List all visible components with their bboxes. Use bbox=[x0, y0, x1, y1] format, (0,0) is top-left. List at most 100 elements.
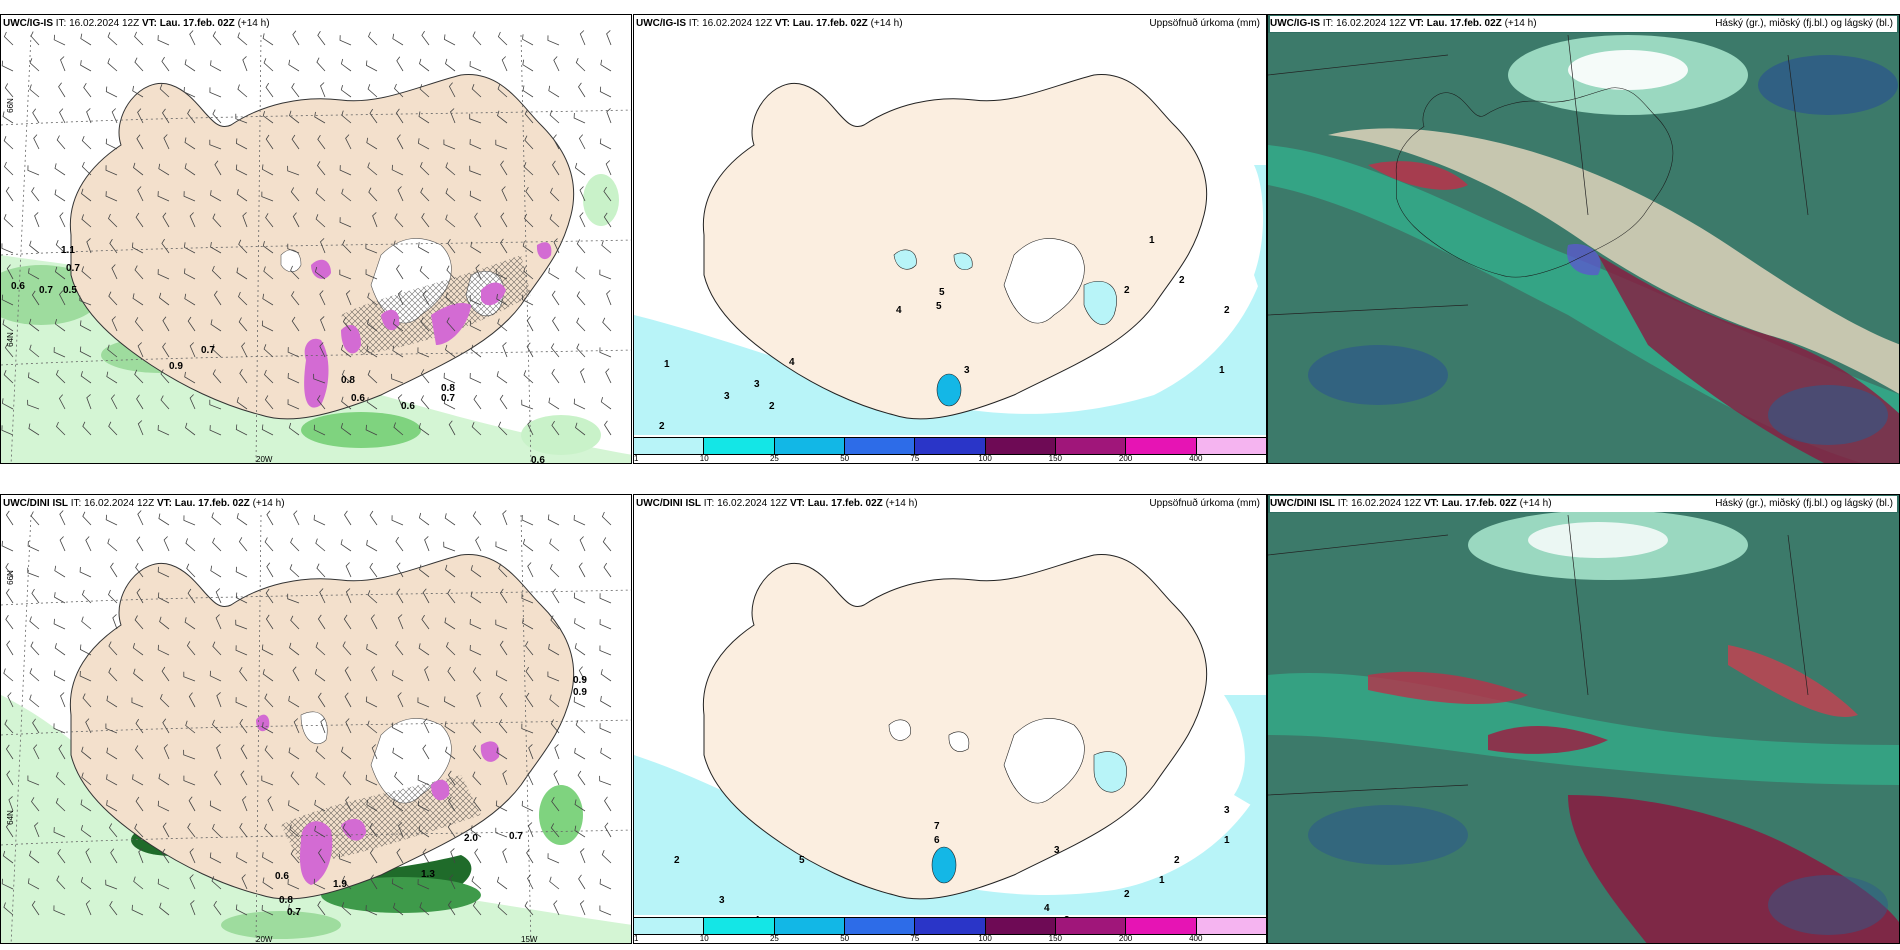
scale-threshold-label: 1 bbox=[634, 934, 639, 943]
wind-barb bbox=[138, 848, 144, 864]
wind-barb bbox=[157, 424, 170, 436]
map-value-label: 0.9 bbox=[573, 687, 587, 698]
wind-barb bbox=[420, 369, 430, 384]
wind-barb bbox=[396, 134, 404, 150]
wind-barb bbox=[421, 614, 430, 630]
wind-barb bbox=[527, 562, 534, 578]
wind-barb bbox=[106, 747, 118, 760]
wind-barb bbox=[134, 317, 144, 332]
wind-barb bbox=[550, 823, 560, 838]
wind-barb bbox=[417, 697, 430, 708]
wind-barb bbox=[313, 514, 326, 526]
wind-barb bbox=[189, 394, 196, 410]
wind-barb bbox=[579, 536, 586, 552]
wind-barb bbox=[417, 879, 430, 890]
scale-color-swatch bbox=[1055, 918, 1127, 934]
wind-barb bbox=[215, 588, 222, 604]
cloud-map-panel-top: UWC/IG-IS IT: 16.02.2024 12Z VT: Lau. 17… bbox=[1267, 14, 1900, 464]
scale-threshold-label: 150 bbox=[1048, 934, 1063, 943]
wind-barb bbox=[85, 718, 92, 734]
wind-barb bbox=[184, 137, 196, 150]
wind-barb bbox=[261, 424, 274, 436]
wind-barb bbox=[341, 396, 352, 410]
wind-barb bbox=[106, 800, 118, 812]
wind-barb bbox=[419, 161, 430, 176]
wind-barb bbox=[391, 722, 404, 734]
wind-barb bbox=[105, 165, 118, 176]
wind-barb bbox=[288, 747, 300, 760]
wind-barb bbox=[5, 186, 14, 202]
wind-barb bbox=[367, 590, 378, 604]
wind-barb bbox=[500, 212, 508, 228]
wind-barb bbox=[7, 692, 14, 708]
wind-barb bbox=[133, 162, 144, 176]
wind-barb bbox=[576, 317, 586, 332]
wind-barb bbox=[342, 239, 352, 254]
wind-barb bbox=[137, 186, 144, 202]
wind-barb bbox=[371, 744, 378, 760]
wind-barb bbox=[161, 666, 170, 682]
wind-barb bbox=[4, 719, 14, 734]
wind-barb bbox=[163, 744, 170, 760]
wind-barb bbox=[80, 33, 92, 46]
wind-barb bbox=[107, 58, 118, 72]
scale-color-swatch bbox=[915, 918, 986, 934]
wind-barb bbox=[3, 214, 14, 228]
wind-barb bbox=[131, 697, 144, 708]
wind-barb bbox=[60, 692, 66, 708]
wind-barb bbox=[392, 799, 404, 812]
wind-barb bbox=[501, 186, 508, 202]
wind-barb bbox=[238, 239, 248, 254]
wind-barb bbox=[290, 187, 300, 202]
wind-barb bbox=[369, 822, 378, 838]
wind-barb bbox=[183, 515, 196, 526]
wind-barb bbox=[54, 318, 66, 332]
wind-barb bbox=[600, 747, 612, 760]
wind-barb bbox=[579, 212, 586, 228]
wind-barb bbox=[472, 511, 482, 526]
wind-barb bbox=[264, 745, 274, 760]
wind-barb bbox=[551, 420, 560, 436]
wind-barb bbox=[574, 747, 586, 760]
lon-label: 15W bbox=[521, 935, 538, 944]
scale-color-swatch bbox=[1055, 438, 1127, 454]
panel-header: UWC/IG-IS IT: 16.02.2024 12Z VT: Lau. 17… bbox=[636, 16, 1264, 32]
wind-barb bbox=[547, 671, 560, 682]
wind-barb bbox=[54, 189, 66, 202]
wind-barb bbox=[397, 290, 404, 306]
wind-barb bbox=[55, 239, 66, 254]
wind-barb bbox=[398, 822, 404, 838]
map-value-label: 0.9 bbox=[169, 361, 183, 372]
wind-barb bbox=[526, 848, 534, 864]
wind-barb bbox=[314, 111, 326, 124]
wind-barb bbox=[212, 31, 222, 46]
wind-barb bbox=[34, 212, 40, 228]
map-value-label: 0.8 bbox=[441, 383, 455, 394]
wind-barb bbox=[521, 800, 534, 812]
cloud-map bbox=[1268, 510, 1899, 943]
wind-barb bbox=[602, 317, 612, 332]
wind-barb bbox=[81, 161, 92, 176]
wind-barb bbox=[133, 668, 144, 682]
wind-barb bbox=[366, 318, 378, 332]
wind-barb bbox=[161, 56, 170, 72]
wind-barb bbox=[314, 668, 326, 682]
wind-barb bbox=[345, 290, 352, 306]
wind-barb bbox=[212, 823, 222, 838]
wind-barb bbox=[8, 796, 14, 812]
wind-barb bbox=[287, 399, 300, 410]
wind-barb bbox=[135, 562, 144, 578]
panel-header: UWC/DINI ISL IT: 16.02.2024 12Z VT: Lau.… bbox=[1270, 496, 1897, 512]
map-value-label: 0.5 bbox=[63, 285, 77, 296]
lon-label: 20W bbox=[256, 455, 273, 464]
wind-barb bbox=[498, 421, 508, 436]
wind-barb bbox=[60, 56, 66, 72]
wind-barb bbox=[291, 291, 300, 306]
map-value-label: 4 bbox=[789, 357, 795, 368]
wind-barb bbox=[445, 292, 456, 306]
wind-barb bbox=[445, 162, 456, 176]
precip-scale-labels: 1 10 25 50 75 100 150 200 400 bbox=[634, 455, 1266, 463]
wind-barb bbox=[368, 31, 378, 46]
wind-barb bbox=[262, 293, 274, 306]
wind-barb bbox=[54, 163, 66, 176]
